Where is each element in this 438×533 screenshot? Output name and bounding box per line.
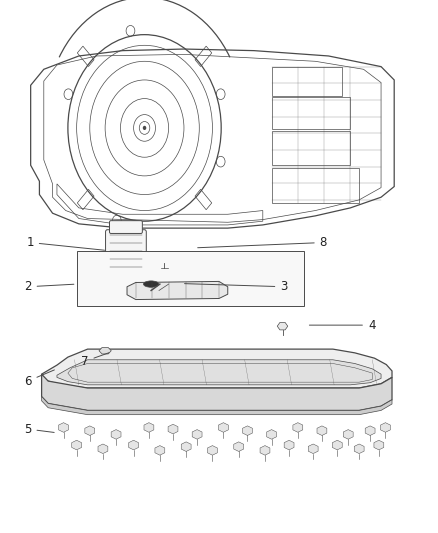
Polygon shape <box>127 281 228 300</box>
Polygon shape <box>381 423 390 432</box>
Polygon shape <box>365 426 375 435</box>
Ellipse shape <box>143 281 159 287</box>
Polygon shape <box>59 423 68 432</box>
Text: 5: 5 <box>24 423 54 435</box>
Polygon shape <box>99 348 111 354</box>
Circle shape <box>143 126 146 130</box>
Text: 2: 2 <box>24 280 74 293</box>
Text: 1: 1 <box>26 236 105 250</box>
Polygon shape <box>354 444 364 454</box>
Polygon shape <box>260 446 270 455</box>
Bar <box>78 189 94 209</box>
Polygon shape <box>234 442 244 451</box>
Polygon shape <box>42 374 392 410</box>
Text: 6: 6 <box>24 370 54 387</box>
Bar <box>272 131 350 165</box>
Polygon shape <box>155 446 165 455</box>
Bar <box>272 168 359 203</box>
Polygon shape <box>308 444 318 454</box>
Polygon shape <box>343 430 353 439</box>
Polygon shape <box>111 430 121 439</box>
Bar <box>195 46 212 67</box>
Polygon shape <box>267 430 276 439</box>
Text: 8: 8 <box>198 236 327 249</box>
Polygon shape <box>317 426 327 435</box>
Polygon shape <box>192 430 202 439</box>
Bar <box>78 46 94 67</box>
Polygon shape <box>332 440 342 450</box>
Bar <box>77 251 304 306</box>
Polygon shape <box>181 442 191 451</box>
Polygon shape <box>208 446 217 455</box>
Polygon shape <box>85 426 95 435</box>
Bar <box>195 189 212 209</box>
Text: 7: 7 <box>81 353 109 368</box>
Polygon shape <box>98 444 108 454</box>
Polygon shape <box>42 349 392 388</box>
Polygon shape <box>284 440 294 450</box>
Polygon shape <box>219 423 228 432</box>
Polygon shape <box>243 426 252 435</box>
FancyBboxPatch shape <box>106 230 146 274</box>
FancyBboxPatch shape <box>110 221 142 233</box>
Polygon shape <box>168 424 178 434</box>
Text: 3: 3 <box>184 280 288 293</box>
Text: 4: 4 <box>309 319 375 332</box>
Polygon shape <box>157 252 171 262</box>
Polygon shape <box>144 423 154 432</box>
Polygon shape <box>129 440 138 450</box>
Polygon shape <box>42 397 392 415</box>
Polygon shape <box>293 423 303 432</box>
Polygon shape <box>277 322 288 330</box>
Bar <box>272 67 342 96</box>
Bar <box>272 97 350 129</box>
Polygon shape <box>374 440 384 450</box>
Polygon shape <box>57 360 381 385</box>
Polygon shape <box>72 440 81 450</box>
